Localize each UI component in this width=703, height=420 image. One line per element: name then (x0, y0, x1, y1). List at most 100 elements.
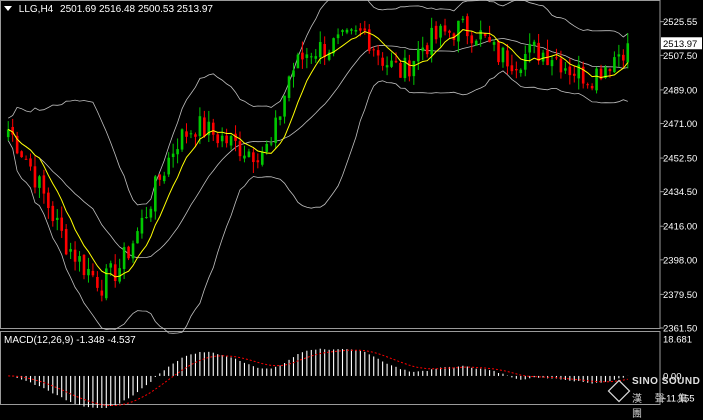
candle-body (483, 33, 487, 36)
price-tick-label: 2489.00 (663, 85, 697, 96)
candle-body (497, 41, 500, 63)
candle-body (479, 30, 482, 40)
sino-sound-logo: SINO SOUND 漢 聲 集 團 (606, 376, 701, 420)
candle-body (581, 66, 585, 84)
candle-body (69, 249, 72, 252)
logo-icon (607, 379, 631, 403)
candles (6, 13, 630, 302)
candle-body (203, 117, 206, 137)
candle-body (247, 151, 251, 158)
candle-body (104, 268, 108, 299)
candle-body (381, 57, 384, 66)
price-chart[interactable]: 2525.55 2507.50 2489.00 2471.00 2452.50 2434.… (0, 0, 703, 408)
candle-body (234, 133, 237, 141)
candle-body (608, 69, 612, 72)
candle-body (448, 30, 451, 33)
current-price-box (661, 37, 702, 50)
candle-body (287, 76, 291, 98)
candle-body (376, 50, 380, 56)
candle-body (91, 270, 95, 276)
yellow-ma-line (7, 29, 629, 278)
candle-body (243, 155, 246, 159)
candle-body (33, 166, 37, 188)
bollinger-lower (7, 70, 628, 334)
macd-tick-label: -11.155 (663, 394, 695, 405)
candle-body (283, 95, 286, 117)
price-tick-label: 2416.00 (663, 222, 697, 233)
bollinger-upper (7, 0, 629, 206)
candle-body (73, 249, 77, 262)
triangle-down-icon[interactable] (4, 6, 12, 11)
candle-body (390, 60, 393, 67)
candle-body (550, 60, 554, 67)
candle-body (466, 16, 469, 37)
candle-body (82, 254, 86, 276)
candle-body (296, 54, 300, 69)
candle-body (350, 29, 353, 31)
candle-body (24, 158, 28, 160)
candle-body (55, 217, 59, 220)
candle-body (60, 217, 64, 231)
candle-body (87, 268, 90, 276)
candle-body (211, 122, 215, 135)
candle-body (216, 134, 220, 144)
price-tick-label: 2471.00 (663, 119, 697, 130)
candle-body (439, 25, 442, 38)
candle-body (145, 217, 148, 219)
candle-body (399, 62, 402, 78)
bollinger-middle (7, 37, 628, 259)
candle-body (265, 143, 269, 152)
price-tick-label: 2525.55 (663, 17, 697, 28)
candle-body (613, 57, 616, 73)
price-tick-label: 2434.50 (663, 187, 697, 198)
candle-body (327, 52, 331, 60)
candle-body (367, 29, 371, 51)
candle-body (408, 60, 411, 77)
candle-body (590, 85, 594, 89)
candle-body (78, 256, 81, 262)
candle-body (6, 129, 10, 138)
candle-body (510, 65, 514, 72)
candle-body (314, 56, 318, 59)
candle-body (452, 33, 456, 41)
macd-tick-label: 0.00 (663, 371, 682, 382)
candle-body (158, 174, 162, 180)
candle-body (11, 126, 14, 135)
candle-body (292, 70, 295, 77)
candle-body (274, 117, 277, 143)
candle-body (301, 52, 304, 60)
macd-label: MACD(12,26,9) -1.348 -4.537 (4, 335, 136, 346)
candle-body (599, 68, 603, 80)
candle-body (363, 28, 367, 31)
candle-body (64, 228, 68, 255)
candle-body (113, 264, 117, 281)
candle-body (604, 67, 607, 78)
ohlc-values: 2501.69 2516.48 2500.53 2513.97 (60, 4, 213, 15)
candle-body (176, 149, 179, 155)
candle-body (488, 37, 491, 43)
candle-body (131, 243, 135, 259)
logo-subtitle: 漢 聲 集 團 (632, 394, 693, 420)
price-tick-label: 2452.50 (663, 154, 697, 165)
candle-body (220, 135, 224, 142)
candle-body (555, 57, 558, 59)
candle-body (595, 68, 598, 91)
candle-body (310, 56, 313, 58)
candle-body (470, 35, 474, 44)
candle-body (412, 60, 416, 77)
price-tick-label: 2361.50 (663, 324, 697, 335)
symbol-label: LLG,H4 (18, 4, 54, 15)
candle-body (541, 52, 545, 62)
candle-body (577, 64, 581, 79)
candle-body (492, 42, 496, 45)
candle-body (180, 129, 184, 150)
candle-body (136, 231, 139, 244)
candle-body (29, 158, 32, 167)
candle-body (96, 276, 99, 288)
current-price-label: 2513.97 (663, 39, 697, 50)
candle-body (523, 54, 527, 70)
candle-body (167, 157, 170, 175)
candle-body (537, 42, 540, 61)
chart-frame (0, 0, 661, 405)
price-tick-label: 2507.50 (663, 51, 697, 62)
